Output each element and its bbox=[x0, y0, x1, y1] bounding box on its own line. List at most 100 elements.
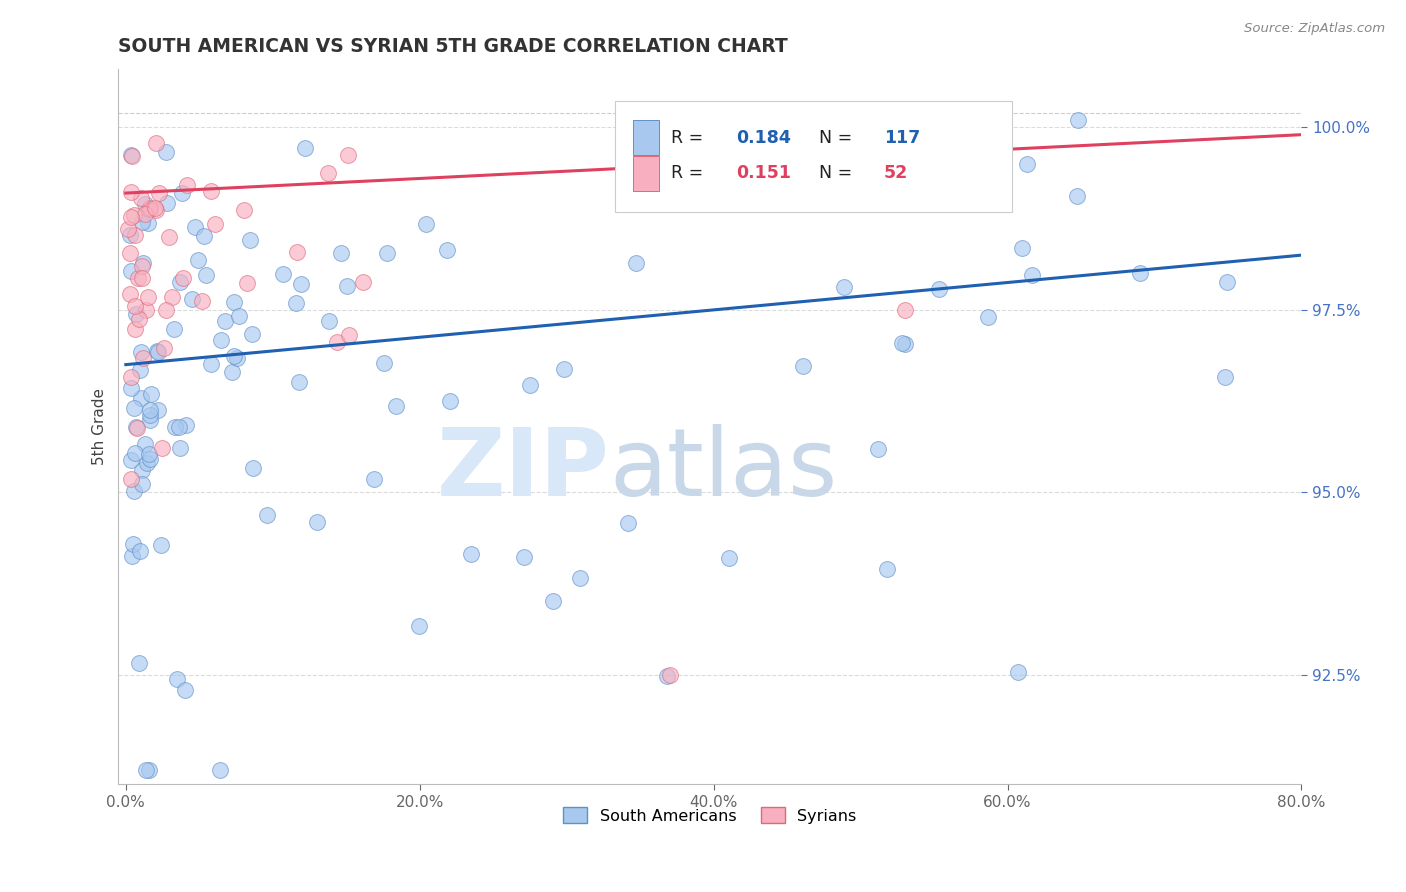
Point bbox=[373, 356, 395, 370]
Bar bbox=[633, 120, 659, 155]
Point bbox=[129, 362, 152, 376]
Point bbox=[132, 351, 155, 365]
Point bbox=[135, 763, 157, 777]
Point bbox=[894, 337, 917, 351]
Point bbox=[1021, 268, 1043, 282]
Point bbox=[977, 310, 1000, 324]
Bar bbox=[633, 156, 659, 191]
Text: 52: 52 bbox=[884, 164, 908, 183]
Point bbox=[657, 669, 679, 683]
Point bbox=[1011, 241, 1033, 255]
Point bbox=[876, 562, 898, 576]
Y-axis label: 5th Grade: 5th Grade bbox=[93, 388, 107, 466]
Point bbox=[138, 202, 160, 216]
Point bbox=[617, 516, 640, 530]
Text: R =: R = bbox=[671, 164, 709, 183]
Point bbox=[240, 327, 263, 342]
Point bbox=[131, 270, 153, 285]
Point bbox=[120, 211, 142, 225]
Point bbox=[131, 345, 153, 359]
FancyBboxPatch shape bbox=[616, 101, 1012, 212]
Point bbox=[1015, 157, 1038, 171]
Point bbox=[624, 255, 647, 269]
Point bbox=[139, 408, 162, 422]
Point bbox=[222, 295, 245, 310]
Point bbox=[139, 451, 162, 466]
Point bbox=[336, 279, 359, 293]
Text: R =: R = bbox=[671, 128, 709, 146]
Point bbox=[232, 202, 254, 217]
Point bbox=[122, 208, 145, 222]
Point bbox=[225, 351, 247, 365]
Point bbox=[415, 217, 437, 231]
Text: Source: ZipAtlas.com: Source: ZipAtlas.com bbox=[1244, 22, 1385, 36]
Point bbox=[806, 196, 828, 211]
Point bbox=[569, 571, 592, 585]
Point bbox=[290, 277, 312, 291]
Point bbox=[209, 334, 232, 348]
Point bbox=[942, 128, 965, 142]
Point bbox=[169, 275, 191, 289]
Point bbox=[1007, 665, 1029, 680]
Point bbox=[132, 256, 155, 270]
Point bbox=[200, 184, 222, 198]
Point bbox=[118, 287, 141, 301]
Point bbox=[519, 377, 541, 392]
Point bbox=[155, 145, 177, 160]
Legend: South Americans, Syrians: South Americans, Syrians bbox=[557, 801, 863, 830]
Point bbox=[242, 461, 264, 475]
Text: SOUTH AMERICAN VS SYRIAN 5TH GRADE CORRELATION CHART: SOUTH AMERICAN VS SYRIAN 5TH GRADE CORRE… bbox=[118, 37, 789, 56]
Point bbox=[160, 290, 183, 304]
Point bbox=[134, 197, 156, 211]
Point bbox=[120, 264, 142, 278]
Point bbox=[163, 321, 186, 335]
Point bbox=[128, 312, 150, 326]
Point bbox=[129, 391, 152, 405]
Point bbox=[256, 508, 278, 523]
Text: 0.151: 0.151 bbox=[735, 164, 792, 183]
Point bbox=[135, 456, 157, 470]
Point bbox=[134, 207, 156, 221]
Point bbox=[157, 229, 180, 244]
Point bbox=[131, 214, 153, 228]
Point bbox=[131, 477, 153, 491]
Text: 0.184: 0.184 bbox=[735, 128, 790, 146]
Point bbox=[121, 549, 143, 564]
Point bbox=[138, 763, 160, 777]
Point bbox=[697, 113, 720, 128]
Point bbox=[120, 370, 142, 384]
Text: 117: 117 bbox=[884, 128, 920, 146]
Point bbox=[1216, 275, 1239, 289]
Point bbox=[337, 328, 360, 343]
Point bbox=[893, 302, 915, 317]
Point bbox=[169, 442, 191, 456]
Point bbox=[155, 302, 177, 317]
Point bbox=[128, 657, 150, 671]
Point bbox=[271, 268, 294, 282]
Point bbox=[658, 668, 681, 682]
Point bbox=[1066, 189, 1088, 203]
Point bbox=[187, 252, 209, 267]
Point bbox=[172, 186, 194, 200]
Point bbox=[120, 381, 142, 395]
Point bbox=[193, 229, 215, 244]
Point bbox=[131, 259, 153, 273]
Point bbox=[136, 290, 159, 304]
Point bbox=[236, 277, 259, 291]
Point bbox=[181, 292, 204, 306]
Point bbox=[138, 403, 160, 417]
Point bbox=[139, 387, 162, 401]
Point bbox=[138, 447, 160, 461]
Point bbox=[174, 682, 197, 697]
Point bbox=[336, 148, 359, 162]
Point bbox=[150, 538, 173, 552]
Point bbox=[209, 763, 232, 777]
Point bbox=[318, 166, 340, 180]
Point bbox=[868, 148, 890, 162]
Point bbox=[375, 246, 398, 260]
Point bbox=[122, 483, 145, 498]
Text: N =: N = bbox=[818, 128, 858, 146]
Point bbox=[124, 446, 146, 460]
Point bbox=[131, 463, 153, 477]
Text: N =: N = bbox=[818, 164, 858, 183]
